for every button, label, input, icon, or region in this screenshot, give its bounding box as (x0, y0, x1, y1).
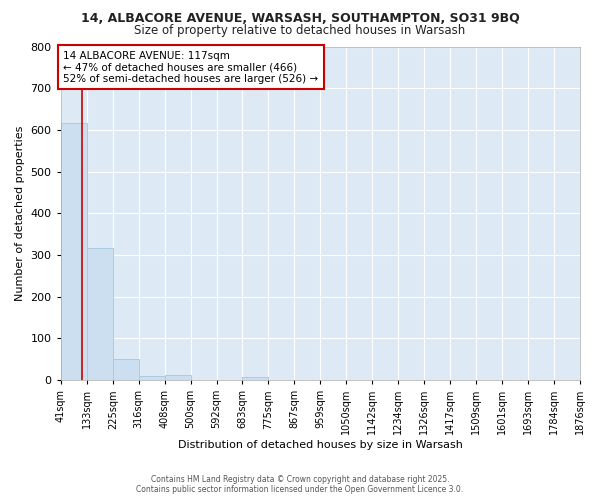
X-axis label: Distribution of detached houses by size in Warsash: Distribution of detached houses by size … (178, 440, 463, 450)
Text: Size of property relative to detached houses in Warsash: Size of property relative to detached ho… (134, 24, 466, 37)
Bar (242, 376, 268, 380)
Bar (139, 376, 164, 380)
Text: Contains HM Land Registry data © Crown copyright and database right 2025.
Contai: Contains HM Land Registry data © Crown c… (136, 474, 464, 494)
Bar (61, 123, 87, 380)
Text: 14, ALBACORE AVENUE, WARSASH, SOUTHAMPTON, SO31 9BQ: 14, ALBACORE AVENUE, WARSASH, SOUTHAMPTO… (80, 12, 520, 26)
Bar (164, 375, 191, 380)
Bar (87, 248, 113, 380)
Bar (113, 359, 139, 380)
Text: 14 ALBACORE AVENUE: 117sqm
← 47% of detached houses are smaller (466)
52% of sem: 14 ALBACORE AVENUE: 117sqm ← 47% of deta… (63, 50, 319, 84)
Y-axis label: Number of detached properties: Number of detached properties (15, 126, 25, 301)
